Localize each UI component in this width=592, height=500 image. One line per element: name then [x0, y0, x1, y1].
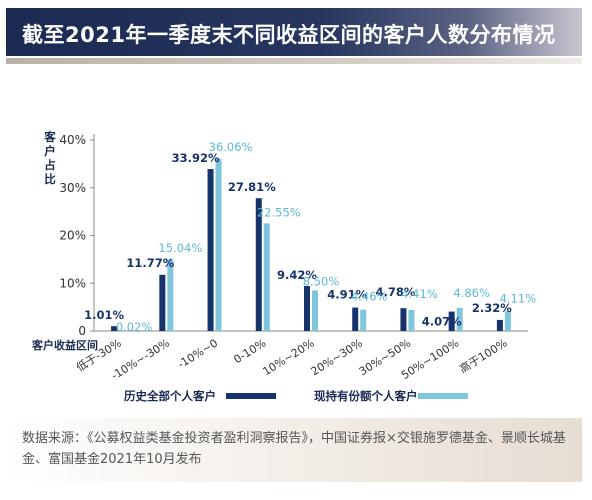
y-tick-label: 20%	[59, 229, 86, 243]
x-axis-label: 客户收益区间	[31, 338, 98, 352]
y-tick-label: 0	[78, 324, 86, 338]
data-label-historical: 33.92%	[172, 151, 220, 165]
category-label: 10%~20%	[260, 337, 316, 379]
bar-historical	[159, 274, 166, 331]
y-axis-label-char: 比	[44, 172, 56, 186]
bar-historical	[207, 169, 214, 331]
data-label-current: 22.55%	[257, 205, 301, 219]
y-tick-label: 40%	[59, 133, 86, 147]
legend-label-series-2: 现持有份额个人客户	[314, 389, 418, 403]
title-banner: 截至2021年一季度末不同收益区间的客户人数分布情况	[6, 8, 582, 56]
y-axis-label-char: 客	[43, 130, 56, 144]
data-label-current: 15.04%	[158, 241, 202, 255]
data-label-historical: 1.01%	[84, 308, 124, 322]
data-label-current: 4.46%	[351, 290, 388, 304]
bar-historical	[448, 311, 455, 331]
data-label-historical: 4.07%	[422, 315, 462, 329]
category-label: 20%~30%	[309, 337, 365, 379]
bar-historical	[111, 326, 118, 331]
data-label-historical: 2.32%	[472, 301, 512, 315]
chart-title: 截至2021年一季度末不同收益区间的客户人数分布情况	[22, 23, 556, 47]
bar-current	[119, 330, 126, 331]
legend-label-series-1: 历史全部个人客户	[124, 389, 216, 403]
data-label-current: 4.11%	[500, 291, 537, 305]
data-label-historical: 11.77%	[126, 256, 174, 270]
bar-historical	[496, 319, 503, 331]
data-label-historical: 27.81%	[228, 180, 276, 194]
source-text: 数据来源：《公募权益类基金投资者盈利洞察报告》，中国证券报×交银施罗德基金、景顺…	[22, 431, 566, 467]
data-label-current: 4.86%	[453, 286, 490, 300]
bar-current	[360, 309, 367, 331]
bar-current	[215, 158, 222, 331]
bar-historical	[400, 308, 407, 331]
bar-historical	[255, 198, 262, 331]
category-label: 高于100%	[457, 336, 510, 376]
y-axis-label-char: 占	[44, 158, 56, 172]
data-label-current: 36.06%	[209, 140, 253, 154]
legend-swatch-series-1	[226, 393, 276, 399]
y-tick-label: 30%	[59, 181, 86, 195]
bar-current	[504, 311, 511, 331]
data-label-historical: 4.78%	[375, 285, 415, 299]
bar-current	[408, 309, 415, 331]
bar-current	[312, 290, 318, 331]
title-underline	[6, 58, 582, 64]
data-label-current: 4.41%	[401, 287, 438, 301]
y-tick-label: 10%	[59, 276, 86, 290]
bar-current	[456, 307, 463, 331]
bar-historical	[304, 286, 310, 331]
bar-current	[167, 259, 174, 331]
bar-current	[263, 223, 270, 331]
legend-swatch-series-2	[418, 393, 468, 399]
data-label-historical: 4.91%	[327, 288, 367, 302]
category-label: -10%~0	[175, 337, 220, 372]
category-label: 0-10%	[231, 337, 268, 367]
data-label-historical: 9.42%	[277, 268, 317, 282]
bar-historical	[352, 307, 359, 331]
data-label-current: 8.50%	[303, 274, 340, 288]
y-axis-label-char: 户	[44, 144, 56, 158]
source-footer: 数据来源：《公募权益类基金投资者盈利洞察报告》，中国证券报×交银施罗德基金、景顺…	[6, 418, 582, 482]
data-label-current: 0.02%	[116, 320, 153, 334]
